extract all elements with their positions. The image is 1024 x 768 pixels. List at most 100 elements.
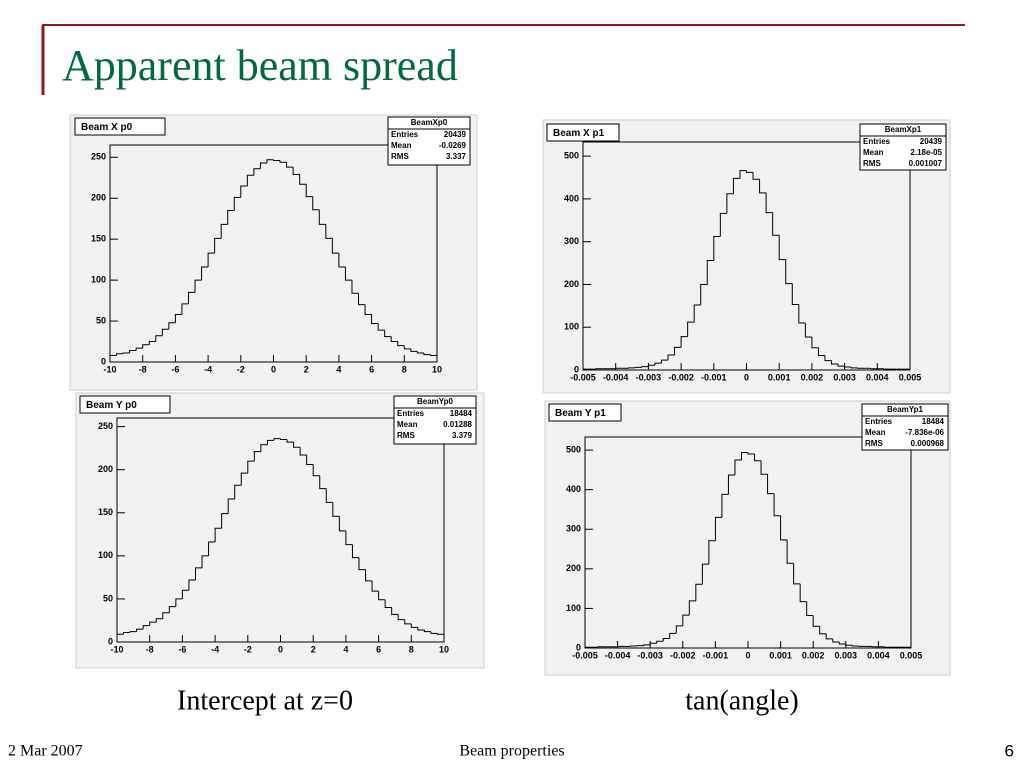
- histogram-bin: [161, 328, 169, 336]
- histogram-bin: [739, 170, 747, 179]
- histogram-bin: [430, 631, 438, 634]
- histogram-bin: [721, 493, 729, 518]
- histogram-bin: [253, 451, 261, 462]
- histogram-bin: [319, 475, 327, 490]
- histogram-bin: [155, 335, 163, 342]
- stats-box: [861, 403, 949, 451]
- histogram-bin: [168, 606, 176, 613]
- histogram-title: Beam Y p0: [86, 400, 137, 411]
- x-tick-label: -4: [211, 644, 219, 654]
- histogram-bin: [832, 638, 840, 643]
- stats-label: RMS: [865, 439, 883, 448]
- x-tick-label: 0: [744, 372, 749, 382]
- histogram-bin: [227, 210, 235, 225]
- y-tick-label: 200: [564, 279, 579, 289]
- x-tick-label: -2: [244, 644, 252, 654]
- histogram-bin: [181, 589, 189, 599]
- histogram-bin: [403, 345, 411, 350]
- y-tick-label: 300: [564, 236, 579, 246]
- histogram-bin: [109, 354, 117, 362]
- x-tick-label: 0.005: [899, 372, 922, 382]
- histogram-bin: [397, 341, 405, 347]
- y-tick-label: 400: [566, 484, 581, 494]
- histogram-bin: [662, 637, 670, 642]
- histogram-bin: [647, 364, 655, 367]
- stats-name: BeamXp1: [885, 125, 922, 134]
- histogram-bin: [299, 174, 307, 185]
- histogram-bin: [831, 360, 839, 365]
- x-tick-label: -10: [103, 364, 116, 374]
- histogram-bin: [331, 238, 339, 254]
- histogram-bin: [727, 474, 735, 495]
- stats-value: 20439: [920, 137, 943, 146]
- histogram-bin: [754, 454, 762, 462]
- histogram-bin: [364, 304, 372, 316]
- histogram-bin: [207, 252, 215, 268]
- histogram-bin: [208, 541, 216, 556]
- y-tick-label: 300: [566, 524, 581, 534]
- histogram-bin: [752, 172, 760, 180]
- histogram-bin: [584, 646, 592, 648]
- histogram-bin: [436, 633, 445, 642]
- stats-value: 20439: [444, 130, 467, 139]
- y-tick-label: 50: [96, 315, 106, 325]
- histogram-bin: [837, 364, 845, 367]
- histogram-bin: [214, 527, 222, 543]
- histogram-bin: [378, 591, 386, 601]
- stats-label: Mean: [865, 428, 886, 437]
- y-tick-label: 100: [91, 274, 106, 284]
- stats-value: 18484: [450, 409, 473, 418]
- histogram-bin: [273, 159, 281, 162]
- histogram-bin: [804, 322, 812, 338]
- histogram-bin: [391, 607, 399, 615]
- histogram-bin: [765, 192, 773, 214]
- stats-value: -0.0269: [439, 141, 467, 150]
- histogram-bin: [643, 644, 651, 646]
- histogram-bin: [292, 167, 300, 175]
- stats-value: 2.18e-05: [910, 148, 942, 157]
- histogram-bin: [344, 267, 352, 281]
- histogram-bin: [850, 367, 858, 369]
- histogram-bin: [305, 184, 313, 198]
- x-tick-label: -8: [146, 644, 154, 654]
- stats-box: [859, 123, 947, 171]
- histogram-bin: [811, 337, 819, 349]
- histogram-title: Beam X p0: [81, 122, 133, 133]
- histogram-bin: [825, 633, 833, 640]
- stats-label: RMS: [397, 431, 415, 440]
- y-tick-label: 150: [91, 234, 106, 244]
- histogram-bin: [220, 223, 228, 239]
- y-tick-label: 200: [98, 464, 113, 474]
- x-tick-label: 0.005: [900, 650, 923, 660]
- histogram-bin: [410, 623, 418, 628]
- histogram-bin: [732, 177, 740, 194]
- histogram-bin: [773, 493, 781, 517]
- x-tick-label: -0.004: [603, 372, 629, 382]
- histogram-bin: [701, 563, 709, 585]
- histogram-bin: [669, 632, 677, 639]
- histogram-bin: [135, 347, 143, 351]
- stats-value: 0.000968: [911, 439, 945, 448]
- footer-center: Beam properties: [459, 743, 564, 760]
- histogram-bin: [714, 516, 722, 541]
- x-tick-label: 10: [439, 644, 449, 654]
- stats-name: BeamYp1: [887, 405, 924, 414]
- stats-box: [387, 116, 471, 166]
- histogram-bin: [162, 612, 170, 619]
- histogram-bin: [260, 444, 268, 452]
- histogram-bin: [116, 353, 124, 356]
- histogram-bin: [142, 344, 150, 349]
- histogram-bin: [273, 438, 281, 441]
- x-tick-label: 8: [402, 364, 407, 374]
- histogram-bin: [351, 280, 359, 294]
- x-tick-label: 2: [304, 364, 309, 374]
- x-tick-label: 6: [376, 644, 381, 654]
- x-tick-label: 0.001: [769, 650, 792, 660]
- stats-name: BeamYp0: [417, 397, 454, 406]
- histogram-bin: [706, 259, 714, 285]
- x-tick-label: -10: [110, 644, 123, 654]
- histogram-bin: [423, 352, 431, 356]
- histogram-bin: [687, 321, 695, 337]
- histogram-bin: [798, 304, 806, 324]
